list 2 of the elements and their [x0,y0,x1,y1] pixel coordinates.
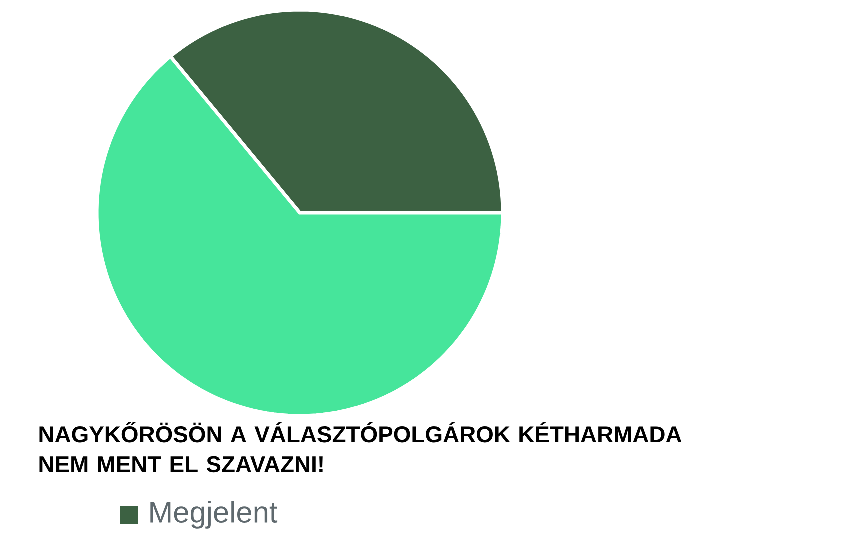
legend-label: Megjelent [150,501,278,529]
text: NAGYKŐRÖSÖN A VÁLASZTÓPOLGÁROK KÉTHARMADA NEM MENT EL SZAVAZNI! [40,422,682,473]
